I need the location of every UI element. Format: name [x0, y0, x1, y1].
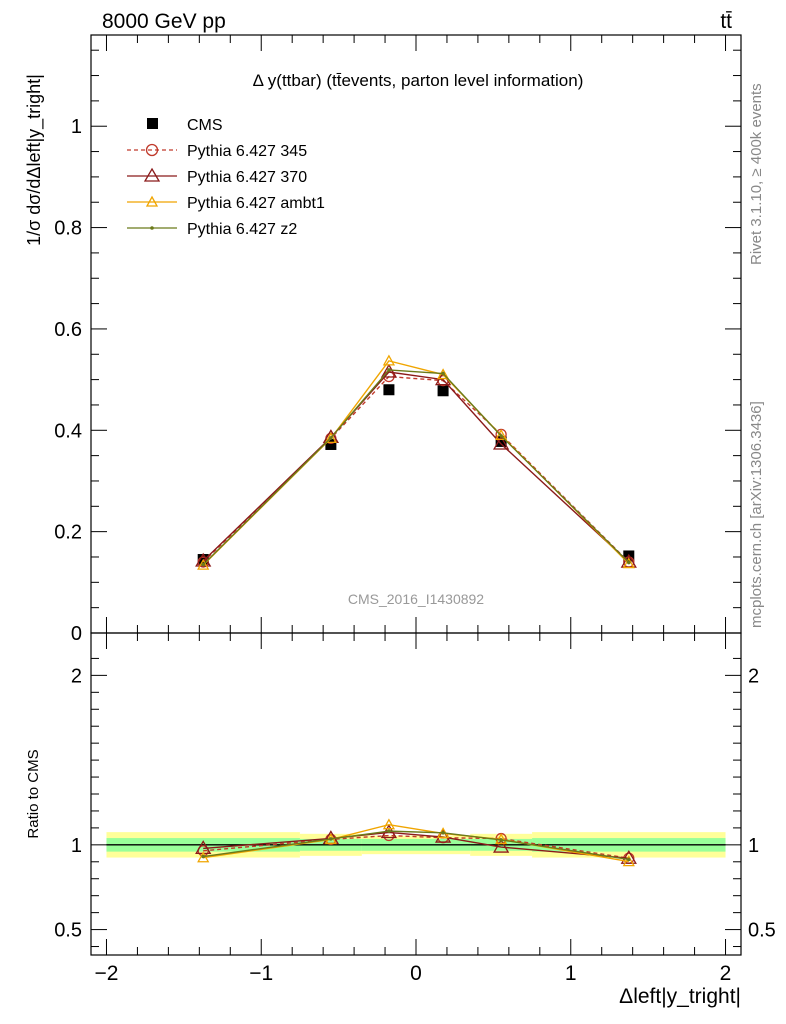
- x-tick-label: 2: [720, 962, 732, 985]
- series-line-z2: [203, 830, 629, 861]
- x-tick-label: 1: [565, 962, 577, 985]
- legend-marker-z2: [150, 226, 154, 230]
- x-tick-label: 0: [410, 962, 422, 985]
- data-point-z2: [499, 434, 503, 438]
- y-tick-label: 0.8: [54, 218, 82, 240]
- legend-marker-p345: [145, 143, 159, 157]
- data-point-z2: [626, 857, 631, 862]
- data-point-z2: [329, 837, 333, 841]
- energy-label: 8000 GeV pp: [102, 10, 226, 33]
- rivet-label: Rivet 3.1.10, ≥ 400k events: [748, 83, 765, 265]
- series-line-ambt1: [202, 360, 630, 566]
- process-label: tt̄: [720, 10, 732, 33]
- series-line-p370: [202, 371, 630, 563]
- data-point-p370: [492, 838, 510, 853]
- ratio-y-tick-label-right: 0.5: [748, 920, 776, 942]
- data-point-z2: [441, 831, 445, 835]
- data-point-z2: [387, 829, 391, 833]
- y-tick-label: 0: [71, 623, 82, 645]
- legend-item-z2: Pythia 6.427 z2: [127, 221, 297, 238]
- legend-label-cms: CMS: [187, 117, 223, 134]
- legend-item-cms: CMS: [147, 117, 223, 134]
- ratio-y-axis-label: Ratio to CMS: [25, 749, 42, 838]
- legend-label-p345: Pythia 6.427 345: [187, 143, 307, 160]
- data-point-ambt1: [382, 818, 396, 830]
- legend-marker-p370: [143, 167, 161, 182]
- legend-item-p370: Pythia 6.427 370: [127, 167, 307, 186]
- x-tick-label: −1: [249, 962, 273, 985]
- data-point-ambt1: [197, 558, 210, 570]
- data-point-z2: [499, 838, 503, 842]
- data-point-z2: [329, 436, 333, 440]
- ratio-y-tick-label-right: 1: [748, 835, 759, 857]
- legend-label-z2: Pythia 6.427 z2: [187, 221, 297, 238]
- data-point-z2: [626, 560, 631, 565]
- data-point-ambt1: [324, 432, 337, 444]
- data-point-z2: [387, 368, 391, 372]
- y-tick-label: 0.2: [54, 522, 82, 544]
- mcplots-label: mcplots.cern.ch [arXiv:1306.3436]: [748, 401, 765, 628]
- main-y-axis-label: 1/σ dσ/dΔleft|y_tright|: [24, 74, 45, 246]
- legend-marker-ambt1: [145, 195, 159, 207]
- data-point-ambt1: [495, 429, 508, 441]
- data-point-cms: [495, 435, 507, 447]
- data-point-p370: [620, 849, 637, 864]
- legend-label-ambt1: Pythia 6.427 ambt1: [187, 195, 325, 212]
- series-line-z2: [202, 369, 630, 566]
- data-point-z2: [201, 854, 206, 859]
- y-tick-label: 1: [71, 116, 82, 138]
- analysis-id: CMS_2016_I1430892: [348, 591, 484, 607]
- series-line-p345: [202, 375, 630, 563]
- ratio-y-tick-label: 0.5: [54, 920, 82, 942]
- legend-item-p345: Pythia 6.427 345: [127, 143, 307, 160]
- x-tick-label: −2: [94, 962, 118, 985]
- data-point-z2: [441, 371, 445, 376]
- y-tick-label: 0.4: [54, 420, 82, 442]
- series-line-p370: [203, 831, 629, 859]
- ratio-y-tick-label: 1: [71, 835, 82, 857]
- plot-title: Δ y(ttbar) (tt̄events, parton level info…: [253, 71, 584, 90]
- data-point-p370: [492, 435, 510, 450]
- data-point-ambt1: [382, 354, 396, 366]
- legend: CMS Pythia 6.427 345 Pythia 6.427 370 Py…: [127, 117, 325, 238]
- data-point-cms: [325, 438, 337, 450]
- ratio-y-tick-label-right: 2: [748, 665, 759, 687]
- ratio-plot-frame: [90, 632, 742, 956]
- data-point-z2: [201, 562, 206, 567]
- data-point-ambt1: [622, 557, 635, 569]
- main-panel: 0 0.2 0.4 0.6 0.8 1: [54, 35, 741, 645]
- ratio-y-tick-label: 2: [71, 665, 82, 687]
- legend-marker-cms: [147, 118, 158, 129]
- x-axis-label: Δleft|y_tright|: [619, 985, 741, 1008]
- legend-item-ambt1: Pythia 6.427 ambt1: [127, 195, 325, 212]
- data-point-ambt1: [197, 851, 210, 863]
- data-point-cms: [383, 384, 395, 396]
- data-point-p370: [380, 363, 398, 378]
- y-tick-label: 0.6: [54, 319, 82, 341]
- ratio-panel: −2 −1 0 1 2 0.5 0.5 1 1 2 2: [54, 633, 776, 985]
- legend-label-p370: Pythia 6.427 370: [187, 169, 307, 186]
- data-point-cms: [437, 385, 449, 397]
- data-point-ambt1: [622, 855, 635, 867]
